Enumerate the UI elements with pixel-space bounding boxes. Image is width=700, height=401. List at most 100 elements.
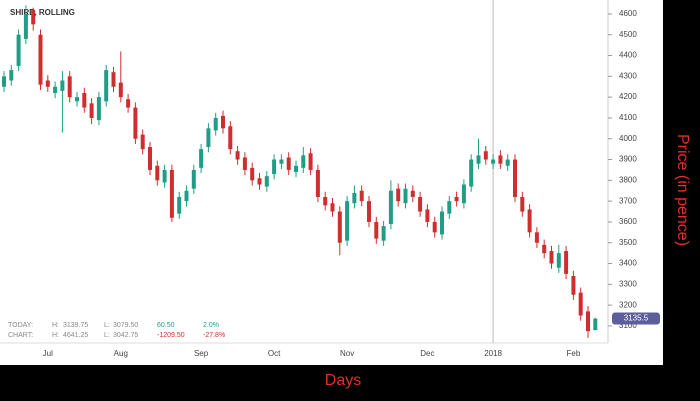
candle-body [418, 196, 423, 212]
candle-body [388, 190, 393, 225]
candle-body [264, 176, 269, 187]
y-tick-label: 3500 [619, 238, 637, 247]
candle-body [345, 201, 350, 241]
candle-body [301, 155, 306, 168]
candle-body [133, 107, 138, 139]
candle-body [469, 159, 474, 187]
info-panel: TODAY: H: 3139.75 L: 3079.50 60.50 2.0% … [8, 322, 225, 339]
x-tick-label: Aug [114, 349, 128, 358]
chart-title: SHIRE, ROLLING [10, 8, 75, 17]
candle-body [578, 292, 583, 316]
candle-body [199, 149, 204, 168]
candle-body [111, 72, 116, 87]
info-pct: 2.0% [203, 322, 219, 329]
candle-body [461, 184, 466, 204]
candle-body [549, 251, 554, 264]
y-tick-label: 3800 [619, 175, 637, 184]
candle-body [425, 209, 430, 222]
candle-body [367, 201, 371, 222]
candle-body [169, 169, 174, 218]
x-tick-label: Dec [420, 349, 434, 358]
candle-body [221, 115, 225, 129]
info-label: CHART: [8, 332, 33, 339]
candle-body [16, 34, 21, 66]
candle-body [381, 226, 386, 241]
candle-body [60, 80, 65, 91]
candle-body [67, 76, 72, 98]
info-value: 3139.75 [63, 322, 88, 329]
y-tick-label: 4300 [619, 71, 637, 80]
candle-body [2, 76, 6, 87]
x-tick-label: Feb [567, 349, 581, 358]
candle-body [352, 192, 357, 204]
candle-body [396, 188, 401, 202]
candle-body [257, 178, 262, 185]
candle-body [593, 318, 598, 331]
candle-body [505, 159, 510, 166]
candle-body [520, 196, 525, 212]
candle-body [491, 159, 496, 164]
candle-body [23, 13, 28, 39]
candle-body [279, 159, 284, 164]
candle-body [53, 86, 58, 93]
plot-background [0, 0, 663, 365]
candle-body [118, 82, 123, 98]
candle-body [527, 209, 532, 233]
x-tick-label: Sep [194, 349, 209, 358]
candle-body [31, 9, 36, 25]
candle-body [235, 151, 240, 160]
info-label: L: [104, 322, 110, 329]
candle-body [250, 167, 255, 181]
y-tick-label: 3400 [619, 259, 637, 268]
candle-body [359, 190, 364, 202]
candle-body [374, 221, 379, 239]
candle-body [542, 244, 547, 254]
y-tick-label: 4500 [619, 30, 637, 39]
candle-body [556, 253, 561, 268]
y-tick-label: 3700 [619, 196, 637, 205]
candle-body [96, 97, 101, 121]
candle-body [82, 92, 87, 108]
candle-body [294, 165, 298, 173]
candle-body [534, 232, 539, 243]
candle-body [213, 117, 218, 131]
y-tick-label: 3100 [619, 321, 637, 330]
x-axis-label: Days [325, 372, 361, 389]
candle-body [440, 211, 444, 235]
y-tick-label: 4200 [619, 92, 637, 101]
y-tick-label: 3300 [619, 279, 637, 288]
candle-body [228, 126, 233, 150]
y-tick-label: 3900 [619, 155, 637, 164]
candle-body [177, 196, 182, 214]
y-tick-label: 3200 [619, 300, 637, 309]
candle-body [38, 34, 43, 85]
candle-body [148, 147, 152, 170]
info-label: H: [52, 332, 59, 339]
candle-body [564, 251, 569, 274]
candle-body [315, 169, 320, 197]
info-change: -1209.50 [157, 332, 185, 339]
candle-body [432, 221, 437, 233]
candle-body [308, 153, 313, 170]
info-label: H: [52, 322, 59, 329]
info-value: 4641.25 [63, 332, 88, 339]
candle-body [184, 190, 189, 202]
candle-body [104, 70, 109, 102]
info-label: TODAY: [8, 322, 33, 329]
info-pct: -27.8% [203, 332, 225, 339]
candle-body [140, 134, 145, 150]
info-label: L: [104, 332, 110, 339]
candle-body [9, 70, 14, 81]
x-tick-label: Jul [43, 349, 53, 358]
candle-body [330, 203, 335, 212]
x-tick-label: 2018 [484, 349, 502, 358]
candle-body [337, 211, 342, 243]
candle-body [191, 169, 196, 189]
y-tick-label: 4400 [619, 51, 637, 60]
candle-body [126, 99, 131, 108]
candle-body [403, 188, 408, 204]
y-tick-label: 4600 [619, 9, 637, 18]
y-tick-label: 4000 [619, 134, 637, 143]
